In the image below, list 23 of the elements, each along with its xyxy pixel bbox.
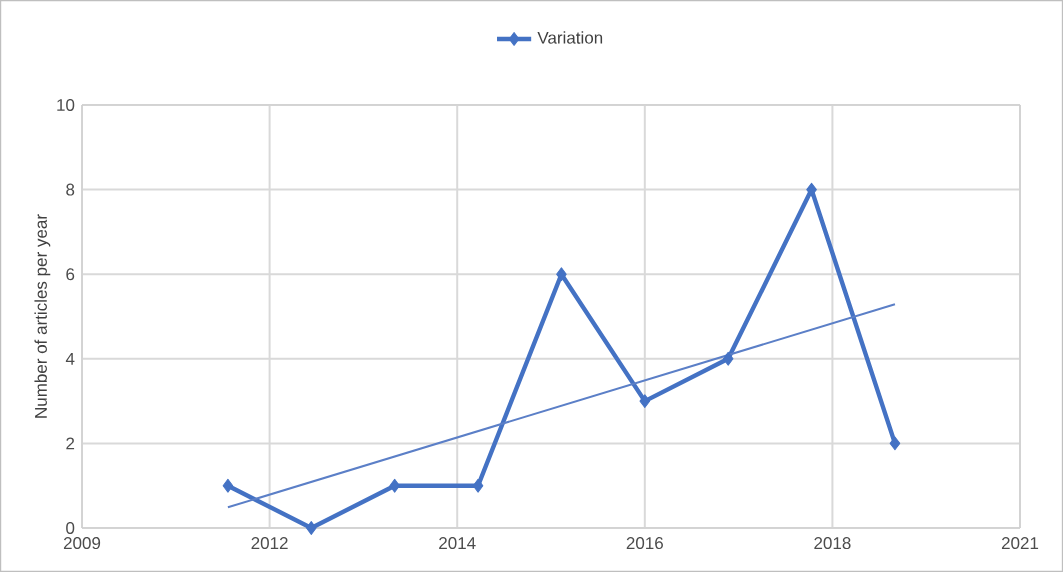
point bbox=[806, 182, 817, 197]
y-axis-title: Number of articles per year bbox=[34, 214, 51, 418]
x-tick-label: 2018 bbox=[814, 537, 851, 550]
point bbox=[305, 521, 317, 535]
x-tick-label: 2009 bbox=[63, 537, 101, 550]
point bbox=[472, 478, 484, 493]
y-tick-label: 4 bbox=[65, 352, 75, 365]
y-tick-label: 0 bbox=[66, 521, 75, 535]
point bbox=[222, 478, 234, 493]
y-tick-label: 2 bbox=[66, 437, 75, 450]
y-tick-label: 6 bbox=[66, 268, 75, 281]
point bbox=[556, 267, 567, 282]
y-tick-label: 8 bbox=[66, 183, 75, 196]
point bbox=[389, 478, 400, 493]
x-tick-label: 2021 bbox=[1001, 537, 1039, 550]
x-tick-label: 2012 bbox=[251, 537, 288, 550]
x-tick-label: 2014 bbox=[439, 537, 476, 550]
y-tick-label: 10 bbox=[57, 98, 75, 111]
legend-label: Variation bbox=[537, 31, 603, 44]
point bbox=[889, 436, 901, 451]
point bbox=[639, 394, 651, 408]
x-tick-label: 2016 bbox=[626, 537, 663, 550]
point bbox=[722, 351, 734, 366]
